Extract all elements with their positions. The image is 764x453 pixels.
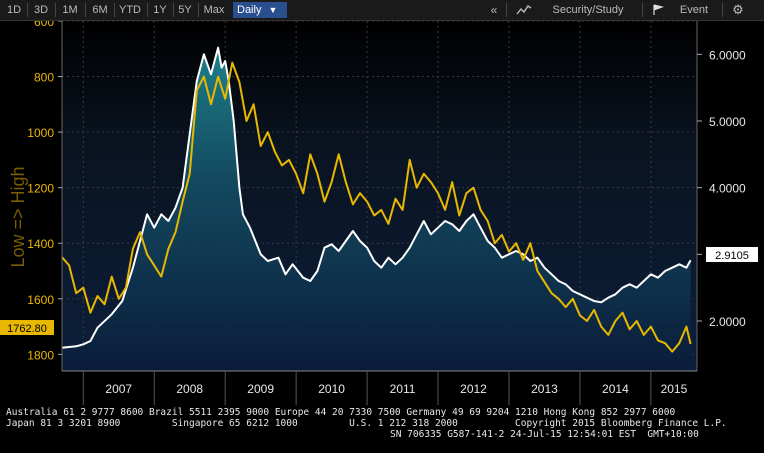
chevron-down-icon: ▼ <box>268 5 278 15</box>
footer: Australia 61 2 9777 8600 Brazil 5511 239… <box>0 405 764 453</box>
range-6m-button[interactable]: 6M <box>92 4 108 16</box>
right-tick-label: 4.0000 <box>709 182 746 196</box>
last-value-left: 1762.80 <box>7 323 47 335</box>
toolbar-separator <box>722 3 723 17</box>
x-tick-label: 2013 <box>531 382 558 396</box>
right-tick-label: 6.0000 <box>709 48 746 62</box>
last-value-right: 2.9105 <box>715 250 749 262</box>
left-tick-label: 600 <box>34 21 54 29</box>
toolbar-separator <box>642 3 643 17</box>
last-value-left-badge: 1762.80 <box>0 320 54 335</box>
toolbar-separator <box>55 3 56 17</box>
series-line-0 <box>61 46 692 349</box>
toolbar-separator <box>27 3 28 17</box>
footer-line-3: SN 706335 G587-141-2 24-Jul-15 12:54:01 … <box>390 429 699 440</box>
x-axis: 2007 2008 2009 2010 2011 2012 2013 2014 2015 <box>62 370 697 405</box>
period-dropdown[interactable]: Daily ▼ <box>233 2 287 18</box>
area-layer <box>62 47 691 371</box>
x-tick-label: 2015 <box>661 382 688 396</box>
left-axis: 600 800 1000 1200 1400 1600 1800 <box>27 21 63 371</box>
x-tick-label: 2008 <box>176 382 203 396</box>
flag-icon[interactable] <box>650 2 666 18</box>
x-tick-label: 2012 <box>460 382 487 396</box>
toolbar-separator <box>85 3 86 17</box>
y-axis-label: Low => High <box>8 166 28 267</box>
x-tick-label: 2014 <box>602 382 629 396</box>
range-3d-button[interactable]: 3D <box>33 4 49 16</box>
event-button[interactable]: Event <box>679 4 709 16</box>
footer-line-1: Australia 61 2 9777 8600 Brazil 5511 239… <box>6 407 676 418</box>
toolbar-separator <box>173 3 174 17</box>
left-tick-label: 800 <box>34 71 54 85</box>
range-5y-button[interactable]: 5Y <box>178 4 192 16</box>
toolbar: 1D 3D 1M 6M YTD 1Y 5Y Max Daily ▼ « Secu… <box>0 0 764 21</box>
series-lines <box>61 46 692 353</box>
period-label: Daily <box>237 4 262 16</box>
toolbar-separator <box>147 3 148 17</box>
range-1d-button[interactable]: 1D <box>6 4 22 16</box>
series-line-1 <box>61 61 692 353</box>
range-max-button[interactable]: Max <box>203 4 225 16</box>
gear-icon[interactable]: ⚙ <box>732 2 744 17</box>
right-tick-label: 2.0000 <box>709 315 746 329</box>
range-1y-button[interactable]: 1Y <box>153 4 167 16</box>
left-tick-label: 1000 <box>27 126 54 140</box>
left-tick-label: 1200 <box>27 182 54 196</box>
toolbar-separator <box>198 3 199 17</box>
left-tick-label: 1600 <box>27 293 54 307</box>
toolbar-separator <box>114 3 115 17</box>
chart-style-icon[interactable] <box>514 2 534 18</box>
x-axis-band <box>62 371 697 405</box>
range-1m-button[interactable]: 1M <box>62 4 78 16</box>
range-ytd-button[interactable]: YTD <box>119 4 141 16</box>
last-value-right-badge: 2.9105 <box>706 247 758 262</box>
series-area-0 <box>62 47 691 371</box>
x-tick-label: 2010 <box>318 382 345 396</box>
x-tick-label: 2011 <box>390 382 416 396</box>
right-tick-label: 5.0000 <box>709 115 746 129</box>
footer-line-2: Japan 81 3 3201 8900 Singapore 65 6212 1… <box>6 418 727 429</box>
left-tick-label: 1800 <box>27 348 54 362</box>
left-tick-label: 1400 <box>27 237 54 251</box>
toolbar-separator <box>506 3 507 17</box>
x-tick-label: 2007 <box>105 382 132 396</box>
x-tick-label: 2009 <box>247 382 274 396</box>
security-study-button[interactable]: Security/Study <box>552 4 624 16</box>
collapse-icon[interactable]: « <box>490 3 498 17</box>
